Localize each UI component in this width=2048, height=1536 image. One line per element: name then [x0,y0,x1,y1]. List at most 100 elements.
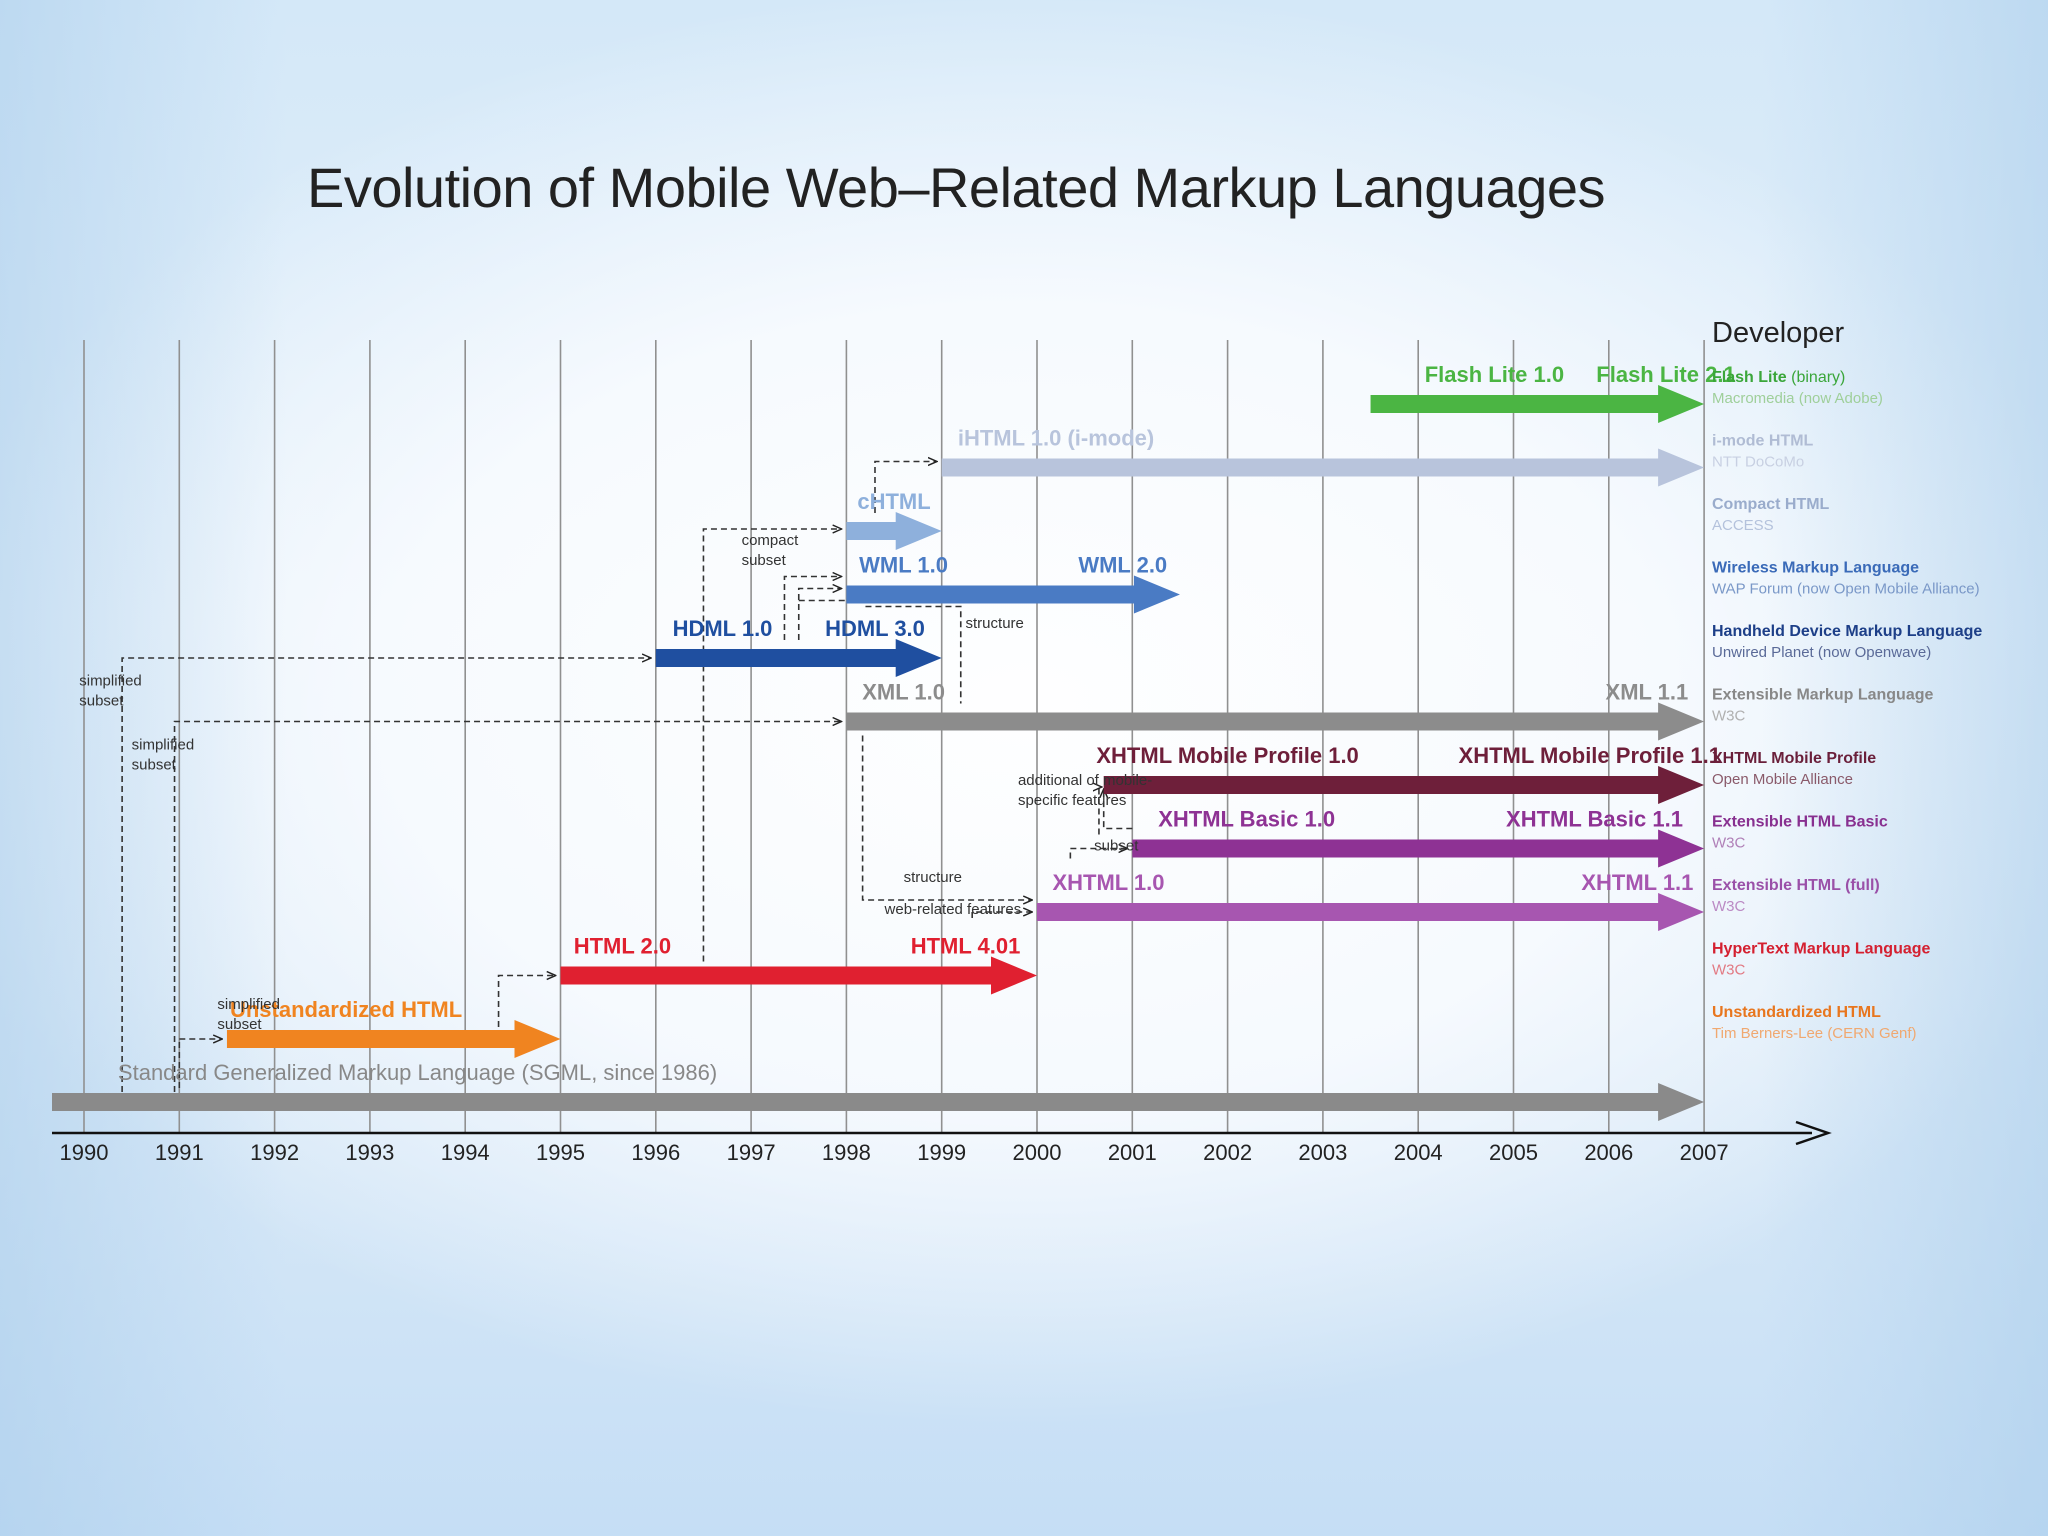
connector-html-to-xhtml [497,976,556,1027]
hdml-version-label: HDML 3.0 [825,616,925,641]
html-version-label: HTML 2.0 [574,934,671,959]
year-tick-label: 2007 [1680,1140,1729,1165]
xhtml-basic-bar [1132,829,1705,868]
wml-developer-org: WAP Forum (now Open Mobile Alliance) [1712,581,1980,598]
year-tick-label: 1995 [536,1140,585,1165]
year-tick-label: 1998 [822,1140,871,1165]
connector-note: additional of mobile- [1018,772,1152,789]
axis-arrowhead [1795,1120,1832,1146]
connector-hdml-to-wml-b [797,589,842,640]
developer-header: Developer [1712,317,1845,349]
xml-bar [846,702,1705,741]
ihtml-developer-name: i-mode HTML [1712,433,1814,450]
connector-notes: simplified subset simplified subset compact s… [79,532,1152,1033]
flash-lite-bar [1370,385,1705,423]
xhtml-developer-name: Extensible HTML (full) [1712,877,1880,894]
xhtml-version-label: XHTML 1.0 [1052,870,1164,895]
unstd-html-developer-org: Tim Berners-Lee (CERN Genf) [1712,1025,1917,1042]
developer-language-name: Extensible HTML Basic [1712,814,1888,831]
developer-language-name: Wireless Markup Language [1712,560,1919,577]
flash-lite-version-label: Flash Lite 1.0 [1425,362,1564,387]
ihtml-developer-org: NTT DoCoMo [1712,454,1804,471]
developer-language-name: Flash Lite [1712,369,1787,386]
xhtml-basic-developer-org: W3C [1712,835,1746,852]
xml-developer-org: W3C [1712,708,1746,725]
connector-note: structure [904,869,962,886]
ihtml-bar [941,448,1705,487]
developer-language-name: Handheld Device Markup Language [1712,623,1982,640]
chtml-bar [846,512,942,550]
html-developer-org: W3C [1712,962,1746,979]
developer-language-name: Compact HTML [1712,496,1830,513]
flash-lite-developer-name: Flash Lite (binary) [1712,369,1845,386]
connector-hdml-to-wml-a [783,577,841,640]
connector-note: specific features [1018,792,1126,809]
developer-format-note: (binary) [1787,369,1846,386]
year-tick-label: 1999 [917,1140,966,1165]
year-tick-label: 2001 [1108,1140,1157,1165]
connector-note: web-related features [884,901,1022,918]
wml-version-label: WML 1.0 [859,553,948,578]
year-tick-label: 2006 [1584,1140,1633,1165]
developer-language-name: i-mode HTML [1712,433,1814,450]
connector-note: compact [742,532,800,549]
hdml-developer-org: Unwired Planet (now Openwave) [1712,644,1931,661]
connector-sgml-to-xml [173,722,842,1092]
year-tick-label: 2005 [1489,1140,1538,1165]
hdml-bar [655,639,942,677]
flash-lite-developer-org: Macromedia (now Adobe) [1712,390,1883,407]
developer-language-name: HyperText Markup Language [1712,941,1931,958]
developer-language-name: XHTML Mobile Profile [1712,750,1876,767]
unstd-html-developer-name: Unstandardized HTML [1712,1004,1881,1021]
xhtml-mp-version-label: XHTML Mobile Profile 1.0 [1096,743,1358,768]
xml-version-label: XML 1.0 [862,680,945,705]
connector-note: subset [217,1016,262,1033]
connector-note: subset [79,693,124,710]
year-tick-label: 1996 [631,1140,680,1165]
connector-note: simplified [132,737,195,754]
hdml-version-label: HDML 1.0 [673,616,773,641]
xhtml-bar [1037,893,1705,931]
connector-note: subset [1094,838,1139,855]
xhtml-mp-developer-org: Open Mobile Alliance [1712,771,1853,788]
developer-language-name: Unstandardized HTML [1712,1004,1881,1021]
xhtml-basic-version-label: XHTML Basic 1.0 [1158,807,1335,832]
developer-column: Developer Flash Lite (binary) Macromedia … [1712,317,1982,1042]
year-tick-label: 1990 [60,1140,109,1165]
connector-note: simplified [217,996,280,1013]
connector-note: structure [966,615,1024,632]
xhtml-mp-bar [1103,766,1705,804]
year-tick-label: 2002 [1203,1140,1252,1165]
chtml-developer-name: Compact HTML [1712,496,1830,513]
xml-version-label: XML 1.1 [1606,680,1689,705]
xhtml-version-label: XHTML 1.1 [1581,870,1693,895]
year-tick-label: 1991 [155,1140,204,1165]
xml-developer-name: Extensible Markup Language [1712,687,1933,704]
connector-wml-structure [865,605,962,704]
hdml-developer-name: Handheld Device Markup Language [1712,623,1982,640]
year-tick-label: 1992 [250,1140,299,1165]
year-tick-label: 2004 [1394,1140,1443,1165]
developer-language-name: Extensible HTML (full) [1712,877,1880,894]
connector-xml-to-xhtml [861,735,1033,901]
chtml-version-label: cHTML [857,489,930,514]
timeline-bars [52,385,1705,1121]
sgml-version-label: Standard Generalized Markup Language (SG… [118,1060,717,1085]
xhtml-mp-developer-name: XHTML Mobile Profile [1712,750,1876,767]
wml-developer-name: Wireless Markup Language [1712,560,1919,577]
unstd-html-bar [226,1020,561,1058]
connector-html-to-chtml [702,529,841,962]
connector-subset-to-basic [1069,849,1127,859]
unstd-html-version-label: Unstandardized HTML [230,997,462,1022]
chtml-developer-org: ACCESS [1712,517,1774,534]
html-bar [560,956,1037,995]
time-axis: 1990 1991 1992 1993 1994 1995 1996 1997 1998 1999… [52,1120,1832,1165]
html-developer-name: HyperText Markup Language [1712,941,1931,958]
connector-xhtml-to-mp [1099,787,1102,835]
connector-chtml-to-ihtml [874,462,937,513]
version-labels: Flash Lite 1.0 Flash Lite 2.1 iHTML 1.0 (i… [118,362,1736,1085]
sgml-bar [52,1083,1705,1121]
developer-language-name: Extensible Markup Language [1712,687,1933,704]
